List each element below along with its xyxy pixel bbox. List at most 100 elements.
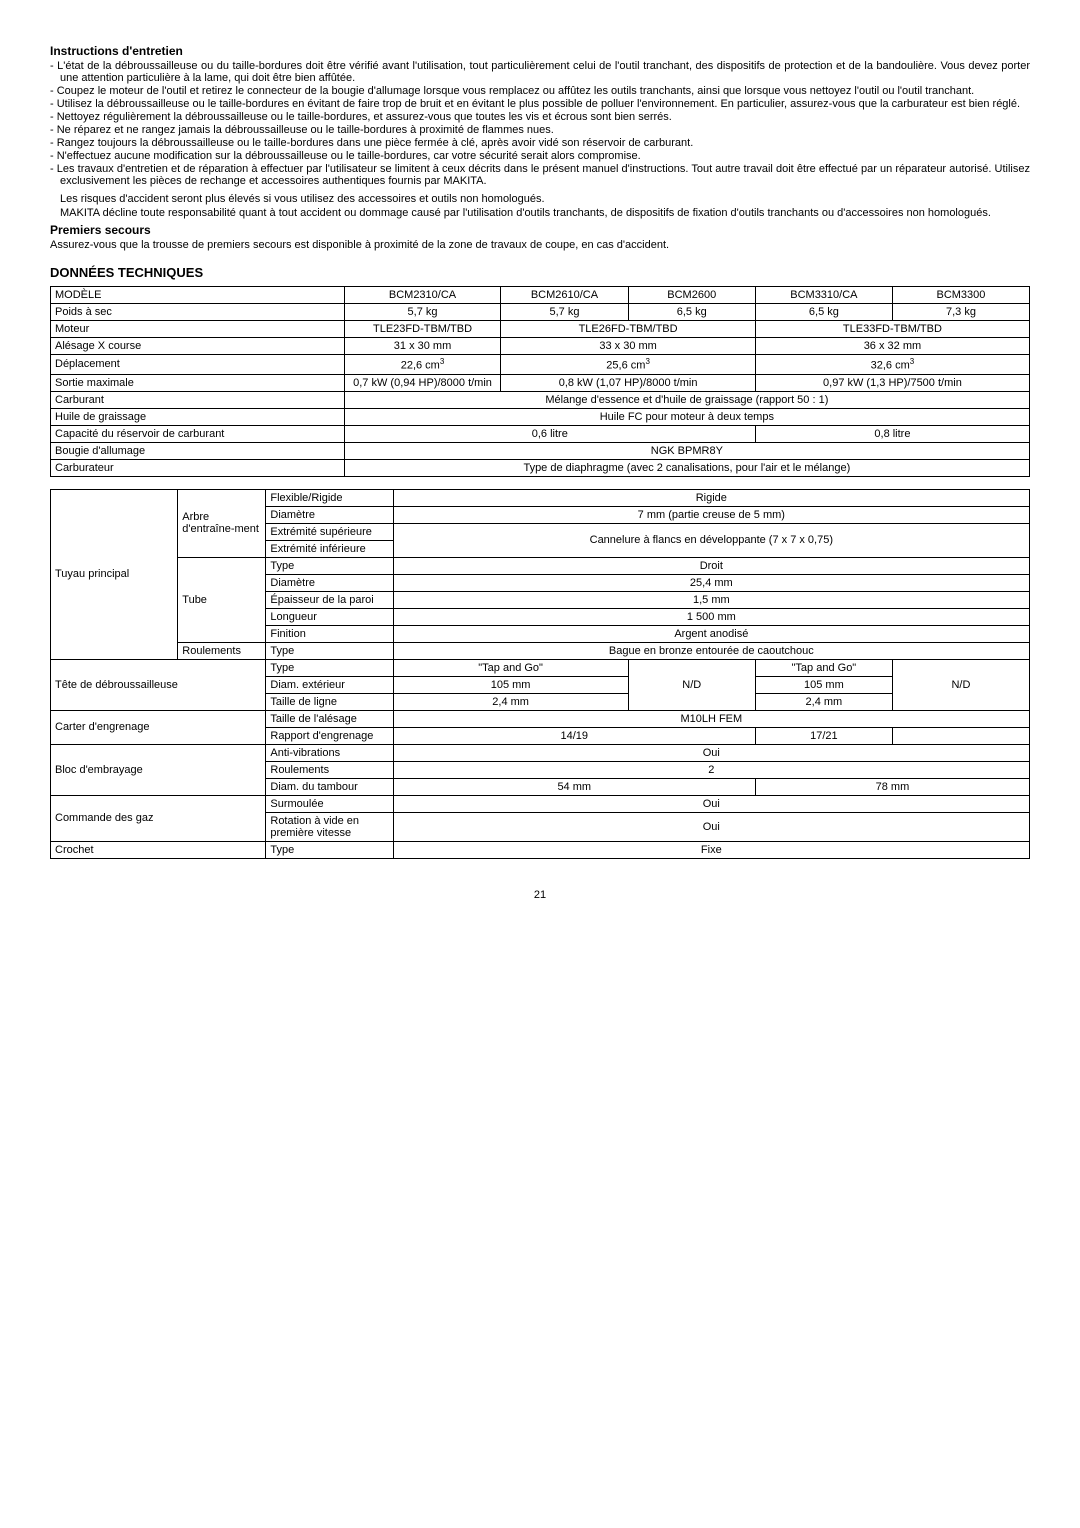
- cell: 0,97 kW (1,3 HP)/7500 t/min: [755, 374, 1029, 391]
- cell: Alésage X course: [51, 338, 345, 355]
- cell: Type: [266, 557, 393, 574]
- cell: Roulements: [266, 761, 393, 778]
- cell: Mélange d'essence et d'huile de graissag…: [344, 391, 1029, 408]
- cell: Rapport d'engrenage: [266, 727, 393, 744]
- cell: "Tap and Go": [755, 659, 892, 676]
- tech-data-table-2: Tuyau principal Arbre d'entraîne-ment Fl…: [50, 489, 1030, 859]
- cell: BCM2310/CA: [344, 287, 501, 304]
- tech-data-table-1: MODÈLE BCM2310/CA BCM2610/CA BCM2600 BCM…: [50, 286, 1030, 477]
- cell: Extrémité inférieure: [266, 540, 393, 557]
- bullet: Rangez toujours la débroussailleuse ou l…: [50, 137, 1030, 149]
- cell: Bougie d'allumage: [51, 442, 345, 459]
- cell: Oui: [393, 744, 1029, 761]
- cell: NGK BPMR8Y: [344, 442, 1029, 459]
- cell: Taille de l'alésage: [266, 710, 393, 727]
- cell: Épaisseur de la paroi: [266, 591, 393, 608]
- cell: Surmoulée: [266, 795, 393, 812]
- maintenance-list: L'état de la débroussailleuse ou du tail…: [50, 60, 1030, 187]
- cell: MODÈLE: [51, 287, 345, 304]
- cell: Rotation à vide en première vitesse: [266, 812, 393, 841]
- cell: Finition: [266, 625, 393, 642]
- cell: 105 mm: [393, 676, 628, 693]
- cell: 31 x 30 mm: [344, 338, 501, 355]
- cell: 0,8 litre: [755, 425, 1029, 442]
- section-title-first-aid: Premiers secours: [50, 223, 1030, 237]
- cell: 54 mm: [393, 778, 755, 795]
- cell: Arbre d'entraîne-ment: [178, 489, 266, 557]
- sub-paragraph: Les risques d'accident seront plus élevé…: [50, 193, 1030, 205]
- cell: 2: [393, 761, 1029, 778]
- bullet: Coupez le moteur de l'outil et retirez l…: [50, 85, 1030, 97]
- bullet: N'effectuez aucune modification sur la d…: [50, 150, 1030, 162]
- cell: N/D: [628, 659, 755, 710]
- cell: 0,7 kW (0,94 HP)/8000 t/min: [344, 374, 501, 391]
- cell: 25,4 mm: [393, 574, 1029, 591]
- cell: 5,7 kg: [501, 304, 628, 321]
- cell: BCM2600: [628, 287, 755, 304]
- cell: BCM3300: [892, 287, 1029, 304]
- cell: TLE23FD-TBM/TBD: [344, 321, 501, 338]
- cell: 7,3 kg: [892, 304, 1029, 321]
- cell: Commande des gaz: [51, 795, 266, 841]
- cell: 36 x 32 mm: [755, 338, 1029, 355]
- cell: Huile de graissage: [51, 408, 345, 425]
- cell: 17/21: [755, 727, 892, 744]
- cell: 1,5 mm: [393, 591, 1029, 608]
- cell: 33 x 30 mm: [501, 338, 756, 355]
- cell: 0,6 litre: [344, 425, 755, 442]
- cell: Bague en bronze entourée de caoutchouc: [393, 642, 1029, 659]
- cell: Argent anodisé: [393, 625, 1029, 642]
- cell: Poids à sec: [51, 304, 345, 321]
- cell: Tuyau principal: [51, 489, 178, 659]
- first-aid-paragraph: Assurez-vous que la trousse de premiers …: [50, 239, 1030, 251]
- section-title-maintenance: Instructions d'entretien: [50, 44, 1030, 58]
- cell: N/D: [892, 659, 1029, 710]
- cell: Carter d'engrenage: [51, 710, 266, 744]
- cell: [892, 727, 1029, 744]
- bullet: L'état de la débroussailleuse ou du tail…: [50, 60, 1030, 84]
- cell: Diamètre: [266, 574, 393, 591]
- cell: Type: [266, 642, 393, 659]
- page-number: 21: [50, 889, 1030, 901]
- bullet: Nettoyez régulièrement la débroussailleu…: [50, 111, 1030, 123]
- cell: Sortie maximale: [51, 374, 345, 391]
- cell: Tube: [178, 557, 266, 642]
- cell: Oui: [393, 812, 1029, 841]
- cell: M10LH FEM: [393, 710, 1029, 727]
- cell: 2,4 mm: [755, 693, 892, 710]
- cell: Oui: [393, 795, 1029, 812]
- section-title-tech-data: DONNÉES TECHNIQUES: [50, 265, 1030, 280]
- cell: TLE33FD-TBM/TBD: [755, 321, 1029, 338]
- sub-paragraph: MAKITA décline toute responsabilité quan…: [50, 207, 1030, 219]
- cell: Rigide: [393, 489, 1029, 506]
- cell: Diam. extérieur: [266, 676, 393, 693]
- cell: Type: [266, 841, 393, 858]
- cell: TLE26FD-TBM/TBD: [501, 321, 756, 338]
- cell: Droit: [393, 557, 1029, 574]
- cell: Carburant: [51, 391, 345, 408]
- cell: Cannelure à flancs en développante (7 x …: [393, 523, 1029, 557]
- cell: Carburateur: [51, 459, 345, 476]
- cell: 6,5 kg: [755, 304, 892, 321]
- cell: Type: [266, 659, 393, 676]
- cell: Capacité du réservoir de carburant: [51, 425, 345, 442]
- cell: Extrémité supérieure: [266, 523, 393, 540]
- cell: Roulements: [178, 642, 266, 659]
- cell: 5,7 kg: [344, 304, 501, 321]
- cell: BCM3310/CA: [755, 287, 892, 304]
- cell: 7 mm (partie creuse de 5 mm): [393, 506, 1029, 523]
- cell: Déplacement: [51, 355, 345, 375]
- cell: BCM2610/CA: [501, 287, 628, 304]
- cell: 78 mm: [755, 778, 1029, 795]
- cell: Type de diaphragme (avec 2 canalisations…: [344, 459, 1029, 476]
- cell: 105 mm: [755, 676, 892, 693]
- cell: Bloc d'embrayage: [51, 744, 266, 795]
- cell: "Tap and Go": [393, 659, 628, 676]
- cell: 6,5 kg: [628, 304, 755, 321]
- cell: 22,6 cm3: [344, 355, 501, 375]
- cell: 0,8 kW (1,07 HP)/8000 t/min: [501, 374, 756, 391]
- cell: Anti-vibrations: [266, 744, 393, 761]
- cell: Crochet: [51, 841, 266, 858]
- bullet: Ne réparez et ne rangez jamais la débrou…: [50, 124, 1030, 136]
- cell: Moteur: [51, 321, 345, 338]
